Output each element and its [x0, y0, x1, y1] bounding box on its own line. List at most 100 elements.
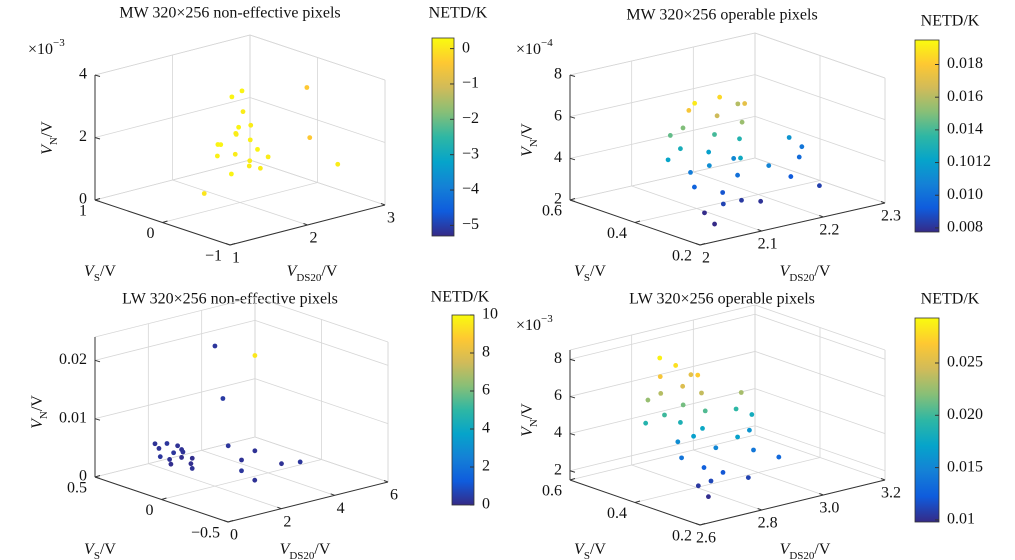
point	[675, 439, 681, 445]
x-tick-label: 2.2	[819, 222, 839, 239]
z-exponent: ×10−4	[516, 37, 553, 58]
point	[720, 201, 726, 207]
label-part: N	[48, 137, 60, 145]
box-edge	[94, 34, 251, 76]
colorbar-tick-label: 0.010	[947, 186, 983, 203]
z-exponent: ×10−3	[516, 313, 553, 334]
point	[658, 390, 664, 396]
colorbar-tick-label: 0.008	[947, 219, 983, 236]
x-tick-label: 2	[283, 513, 291, 530]
point	[239, 457, 244, 463]
z-tick-label: 4	[79, 66, 87, 83]
point	[733, 406, 739, 412]
z-tick-label: 0	[79, 468, 87, 485]
point	[712, 221, 717, 227]
panel-title: LW 320×256 operable pixels	[629, 291, 815, 308]
point	[720, 190, 726, 195]
label-part: N	[528, 419, 540, 427]
colorbar-tick-label: 0.025	[947, 354, 983, 371]
x-axis-label: VDS20/V	[780, 263, 831, 284]
point	[225, 443, 231, 449]
label-part: V	[39, 143, 56, 155]
point	[156, 446, 162, 451]
colorbar-tick-label: 0.015	[947, 458, 983, 475]
point	[246, 163, 252, 169]
z-tick-label: 6	[554, 107, 562, 124]
y-axis-label: VS/V	[84, 263, 116, 284]
point	[735, 434, 740, 440]
y-tick-label: 0	[147, 225, 155, 242]
point	[692, 184, 697, 190]
point	[167, 457, 173, 462]
z-tick-label: 2	[79, 128, 87, 145]
grid-line	[754, 351, 886, 397]
point	[171, 450, 177, 456]
point	[201, 191, 207, 196]
y-tick-label: 0.6	[542, 203, 562, 220]
label-part: /V	[814, 541, 830, 558]
x-tick	[757, 229, 762, 232]
point	[680, 383, 686, 389]
grid-line	[94, 378, 256, 420]
point	[335, 161, 341, 167]
label-part: DS20	[789, 272, 815, 284]
point	[817, 183, 822, 189]
y-tick-label: −1	[205, 248, 222, 265]
z-tick	[569, 358, 576, 362]
z-axis-label: VN/V	[39, 121, 60, 155]
label-part: V	[780, 541, 792, 558]
x-tick	[380, 203, 386, 206]
panel-title: LW 320×256 non-effective pixels	[122, 291, 338, 308]
z-tick	[569, 433, 576, 436]
z-tick	[94, 199, 101, 202]
colorbar-tick-label: −1	[462, 75, 479, 92]
point	[751, 447, 756, 453]
z-exponent: ×10−3	[28, 37, 65, 58]
point	[662, 412, 667, 418]
z-tick	[569, 157, 576, 161]
y-axis-label: VS/V	[84, 541, 116, 560]
grid-line	[634, 457, 821, 503]
x-tick-label: 3.2	[881, 485, 901, 502]
panel: MW 320×256 operable pixels 2 2.1 2.2 2.3 0.2 0…	[516, 7, 991, 284]
label-part: /V	[29, 395, 46, 411]
label-part: DS20	[789, 550, 815, 560]
y-tick-label: −0.5	[191, 525, 220, 542]
colorbar-tick-label: 8	[482, 344, 490, 361]
x-tick-label: 2	[702, 250, 710, 267]
grid-line	[754, 313, 886, 360]
panel-title: MW 320×256 operable pixels	[626, 7, 817, 24]
point	[701, 465, 707, 470]
grid-line	[254, 378, 389, 425]
y-tick-label: 1	[79, 203, 87, 220]
y-tick-label: 0.4	[607, 225, 627, 242]
z-tick	[569, 395, 576, 399]
box-edge	[94, 296, 256, 338]
point	[179, 447, 185, 452]
grid-line	[254, 319, 389, 366]
grid-line	[754, 157, 886, 204]
y-tick-label: 0.5	[67, 480, 87, 497]
x-tick	[819, 215, 824, 218]
point	[706, 163, 712, 169]
point	[215, 142, 221, 147]
point	[706, 494, 711, 500]
label-part: S	[584, 272, 590, 284]
y-tick-label: 0	[146, 502, 154, 519]
y-tick	[699, 523, 706, 526]
colorbar-tick-label: 0.016	[947, 88, 983, 105]
colorbar-tick-label: −4	[462, 181, 479, 198]
point	[735, 101, 741, 107]
grid-line	[569, 388, 756, 434]
point	[233, 131, 239, 137]
grid-line	[569, 157, 756, 201]
label-part: /V	[100, 263, 116, 280]
exponent-power: −4	[541, 37, 553, 49]
grid-line	[162, 182, 318, 223]
point	[688, 170, 693, 175]
grid-line	[569, 425, 756, 472]
grid-line	[254, 436, 389, 483]
x-tick-label: 2.8	[758, 515, 778, 532]
z-tick-label: 0.02	[59, 351, 87, 368]
y-axis-label: VS/V	[574, 541, 606, 560]
